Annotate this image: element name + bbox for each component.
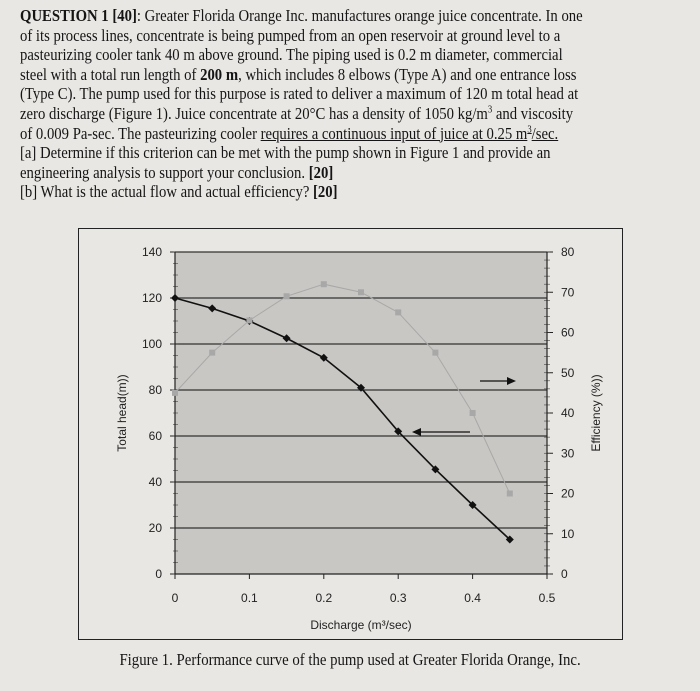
right-arrow-head-icon	[507, 377, 516, 385]
y2-tick-label: 30	[561, 446, 575, 460]
text-segment: QUESTION 1 [40]	[20, 6, 137, 25]
y2-tick-label: 10	[561, 527, 575, 541]
head-data-point	[394, 427, 403, 436]
text-segment: of its process lines, concentrate is bei…	[20, 25, 561, 45]
efficiency-data-point	[395, 309, 402, 316]
text-segment: 3	[487, 104, 493, 116]
question-line: [a] Determine if this criterion can be m…	[20, 143, 583, 163]
x-tick-label: 0.5	[539, 591, 556, 605]
question-text: QUESTION 1 [40]: Greater Florida Orange …	[20, 6, 671, 202]
efficiency-data-point	[358, 289, 364, 296]
text-segment: (Type C). The pump used for this purpose…	[20, 84, 579, 104]
y-tick-label: 20	[149, 521, 163, 535]
question-line: (Type C). The pump used for this purpose…	[20, 84, 583, 104]
question-line: engineering analysis to support your con…	[20, 163, 583, 183]
head-data-point	[431, 465, 440, 474]
efficiency-data-point	[246, 317, 253, 324]
y-tick-label: 60	[149, 429, 163, 443]
head-data-point	[357, 383, 365, 392]
text-segment: /sec.	[531, 123, 559, 143]
left-arrow-head-icon	[412, 428, 421, 436]
series-line	[174, 297, 511, 541]
y-tick-label: 100	[142, 337, 162, 351]
figure-frame	[78, 228, 623, 640]
text-segment: , which includes 8 elbows (Type A) and o…	[238, 64, 577, 84]
y2-tick-label: 0	[561, 567, 568, 581]
y-tick-label: 140	[142, 245, 162, 259]
y2-tick-label: 70	[561, 285, 575, 299]
question-line: of 0.009 Pa-sec. The pasteurizing cooler…	[20, 124, 583, 144]
text-segment: of 0.009 Pa-sec. The pasteurizing cooler	[20, 123, 261, 143]
x-tick-label: 0.4	[464, 591, 481, 605]
efficiency-data-point	[172, 389, 178, 396]
question-line: steel with a total run length of 200 m, …	[20, 65, 583, 85]
y-tick-label: 0	[155, 567, 162, 581]
y-tick-label: 120	[142, 291, 162, 305]
text-segment: requires a continuous input of juice at …	[260, 123, 528, 143]
efficiency-data-point	[506, 490, 513, 497]
question-line: QUESTION 1 [40]: Greater Florida Orange …	[20, 6, 583, 26]
x-tick-label: 0.1	[241, 591, 258, 605]
text-segment: and viscosity	[492, 103, 574, 123]
series-line	[174, 283, 511, 494]
text-segment: : Greater Florida Orange Inc. manufactur…	[136, 6, 583, 25]
y2-axis-label: Efficiency (%))	[589, 374, 603, 451]
text-segment: pasteurizing cooler tank 40 m above grou…	[20, 45, 563, 65]
x-tick-label: 0.3	[390, 591, 407, 605]
y-tick-label: 40	[149, 475, 163, 489]
y2-tick-label: 40	[561, 406, 575, 420]
text-segment: steel with a total run length of	[20, 64, 201, 84]
y-tick-label: 80	[149, 383, 163, 397]
text-segment: 200 m	[200, 64, 239, 84]
head-data-point	[208, 304, 217, 313]
head-data-point	[319, 353, 328, 362]
question-line: zero discharge (Figure 1). Juice concent…	[20, 104, 583, 124]
x-tick-label: 0.2	[315, 591, 332, 605]
y2-tick-label: 60	[561, 326, 575, 340]
efficiency-data-point	[320, 281, 327, 288]
efficiency-data-point	[209, 349, 216, 356]
head-data-point	[468, 501, 477, 509]
efficiency-data-point	[283, 293, 290, 300]
question-line: [b] What is the actual flow and actual e…	[20, 182, 583, 202]
efficiency-data-point	[432, 349, 439, 356]
y-axis-label: Total head(m))	[115, 374, 129, 451]
text-segment: zero discharge (Figure 1). Juice concent…	[20, 103, 488, 123]
text-segment: [a] Determine if this criterion can be m…	[20, 143, 551, 163]
head-data-point	[171, 294, 179, 302]
question-line: of its process lines, concentrate is bei…	[20, 26, 583, 46]
efficiency-data-point	[469, 410, 476, 416]
x-axis-label: Discharge (m³/sec)	[310, 618, 411, 632]
head-data-point	[282, 334, 291, 343]
text-segment: 3	[527, 123, 532, 135]
y2-tick-label: 80	[561, 245, 575, 259]
head-data-point	[505, 535, 514, 544]
y2-tick-label: 20	[561, 487, 575, 501]
text-segment: [20]	[308, 162, 334, 182]
y2-tick-label: 50	[561, 366, 575, 380]
text-segment: engineering analysis to support your con…	[20, 162, 309, 182]
caption-text: Figure 1. Performance curve of the pump …	[119, 650, 581, 669]
figure-caption: Figure 1. Performance curve of the pump …	[0, 650, 700, 670]
plot-area	[175, 252, 547, 574]
question-line: pasteurizing cooler tank 40 m above grou…	[20, 45, 583, 65]
x-tick-label: 0	[172, 591, 179, 605]
text-segment: [20]	[313, 182, 338, 202]
text-segment: [b] What is the actual flow and actual e…	[20, 182, 314, 202]
